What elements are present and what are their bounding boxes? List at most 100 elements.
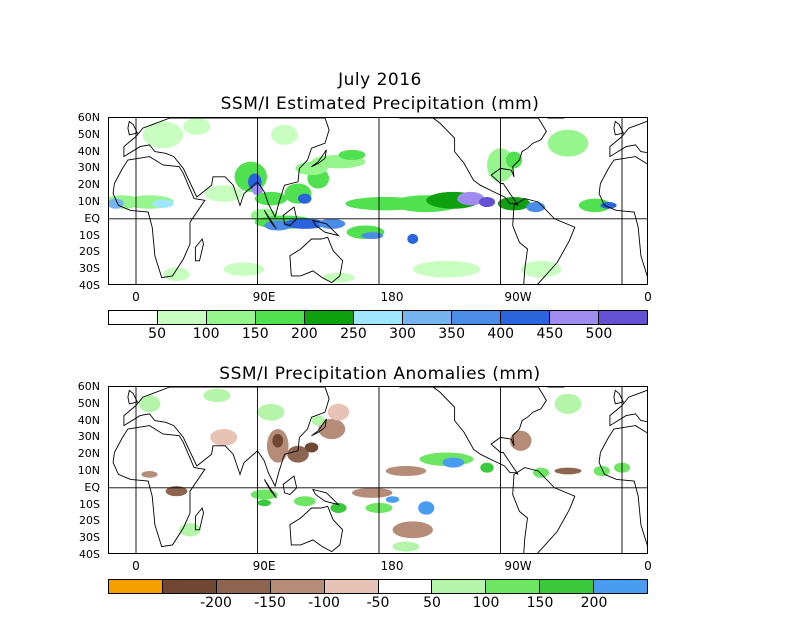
precip-lon-label: 0	[644, 290, 652, 304]
anomaly-cell	[287, 445, 309, 463]
coastline	[282, 206, 298, 227]
colorbar-swatch	[599, 311, 647, 324]
anomaly-lat-label: 30N	[77, 430, 100, 444]
colorbar-label: -50	[366, 595, 390, 611]
anomaly-lat-label: 20S	[79, 514, 100, 528]
coastline	[609, 389, 647, 427]
colorbar-label: -100	[308, 595, 340, 611]
anomaly-field	[109, 387, 647, 553]
coastline	[112, 425, 206, 548]
anomaly-lat-label: 40N	[77, 413, 100, 427]
precip-lat-label: 10S	[79, 228, 100, 242]
anomaly-cell	[318, 418, 346, 440]
precip-lat-label: 60N	[77, 111, 100, 124]
coastline	[399, 387, 547, 475]
colorbar-label: 300	[389, 326, 416, 342]
coastline	[123, 387, 330, 488]
coastline	[194, 238, 204, 262]
coastline	[289, 505, 344, 553]
coastline	[311, 149, 327, 168]
colorbar-swatch	[270, 580, 325, 593]
precip-cell	[505, 151, 523, 169]
anomaly-cell	[304, 442, 319, 453]
colorbar-swatch	[305, 311, 354, 324]
precip-lat-label: 40S	[79, 279, 100, 292]
anomaly-cell	[293, 496, 316, 507]
colorbar-swatch	[452, 311, 501, 324]
precip-cell	[338, 149, 366, 160]
precip-cell	[547, 129, 589, 157]
precip-cell	[183, 118, 211, 135]
anomaly-cell	[385, 496, 400, 503]
colorbar-label: 150	[241, 326, 269, 342]
coastline	[194, 507, 204, 531]
colorbar-swatch	[403, 311, 452, 324]
precip-lon-label: 90E	[252, 290, 276, 304]
colorbar-label: -200	[200, 595, 232, 611]
precip-cell	[152, 199, 174, 208]
colorbar-swatch	[162, 580, 217, 593]
anomaly-lat-label: 20N	[77, 447, 100, 461]
precip-cell	[142, 121, 184, 149]
anomaly-cell	[554, 393, 582, 414]
colorbar-swatch	[256, 311, 305, 324]
precip-lat-label: 50N	[77, 127, 100, 141]
colorbar-swatch	[354, 311, 403, 324]
colorbar-label: 100	[472, 595, 500, 611]
colorbar-label: 50	[148, 326, 166, 342]
precip-cell	[526, 202, 546, 213]
colorbar-swatch	[550, 311, 599, 324]
coastline	[311, 418, 327, 437]
anomaly-cell	[311, 415, 325, 426]
precip-field	[109, 118, 647, 284]
precip-lat-label: 30S	[79, 262, 100, 276]
anomaly-cell	[272, 434, 284, 448]
coastline	[399, 118, 547, 206]
coastline	[289, 236, 344, 284]
anomaly-lat-label: 10N	[77, 464, 100, 477]
precip-lat-label: 10N	[77, 195, 100, 208]
anomaly-cell	[418, 501, 435, 515]
precip-cell	[271, 124, 298, 145]
anomaly-map	[108, 386, 648, 554]
anomaly-lon-label: 90E	[252, 559, 276, 573]
coastline	[263, 210, 277, 230]
anomaly-cell	[165, 486, 188, 497]
colorbar-swatch	[109, 580, 163, 593]
anomaly-cell	[330, 502, 347, 513]
anomaly-lat-label: 40S	[79, 548, 100, 561]
precip-map	[108, 117, 648, 285]
precip-cell	[361, 232, 384, 239]
precip-lat-label: 20S	[79, 245, 100, 259]
precip-cell	[520, 260, 562, 278]
colorbar-swatch	[158, 311, 207, 324]
anomaly-cell	[203, 388, 231, 403]
anomaly-title: SSM/I Precipitation Anomalies (mm)	[219, 364, 541, 384]
colorbar-swatch	[109, 311, 158, 324]
coastline	[312, 488, 341, 506]
precip-lon-label: 180	[380, 290, 404, 304]
anomaly-lat-label: 30S	[79, 531, 100, 545]
colorbar-label: 400	[487, 326, 515, 342]
coastline	[263, 479, 277, 499]
anomaly-cell	[138, 395, 161, 413]
colorbar-label: -150	[254, 595, 286, 611]
anomaly-lat-label: 50N	[77, 396, 100, 410]
precip-lat-label: 40N	[77, 144, 100, 158]
anomaly-cell	[385, 465, 427, 477]
colorbar-swatch	[207, 311, 256, 324]
anomaly-cell	[593, 465, 610, 477]
colorbar-swatch	[378, 580, 433, 593]
precip-cell	[204, 185, 243, 202]
colorbar-swatch	[432, 580, 487, 593]
anomaly-cell	[210, 429, 238, 446]
anomaly-cell	[509, 430, 532, 451]
anomaly-cell	[392, 521, 433, 539]
colorbar-label: 450	[536, 326, 564, 342]
precip-cell	[457, 191, 485, 206]
colorbar-swatch	[540, 580, 595, 593]
colorbar-label: 250	[340, 326, 367, 342]
anomaly-colorbar	[108, 579, 648, 594]
month-title: July 2016	[338, 70, 422, 90]
coastline	[123, 118, 330, 219]
